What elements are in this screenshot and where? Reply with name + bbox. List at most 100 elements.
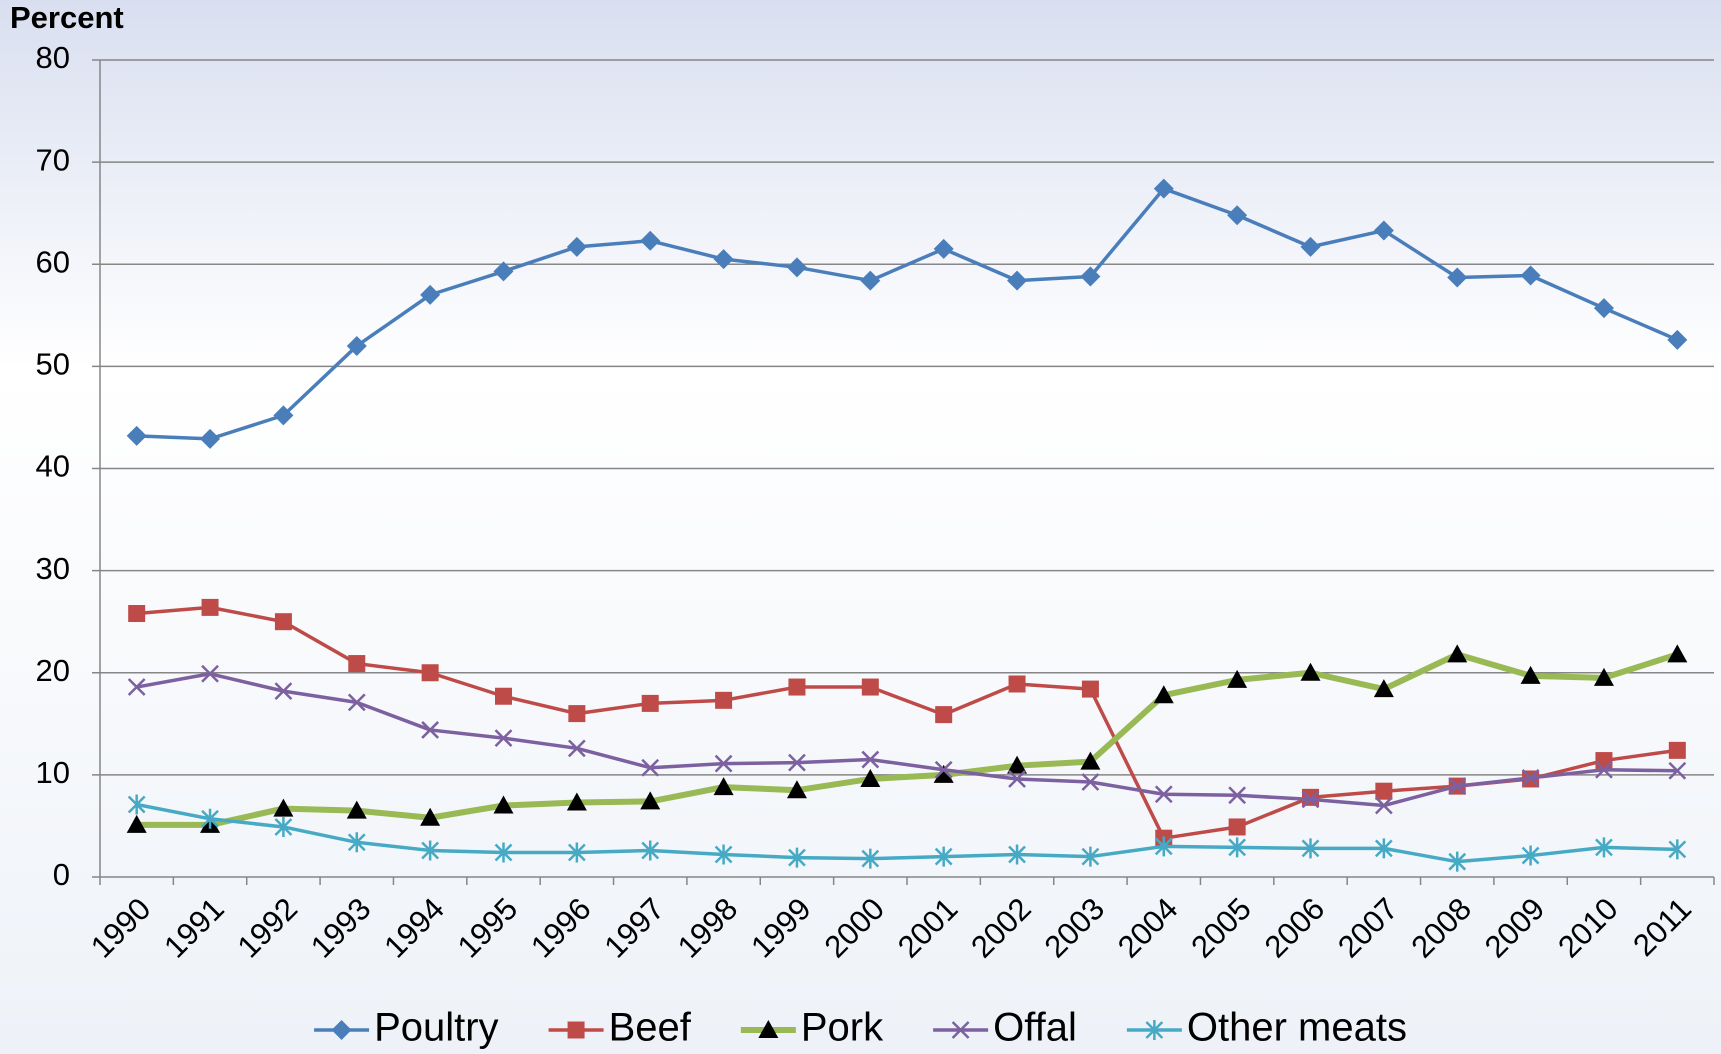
data-point [494,729,513,747]
y-tick-label: 40 [36,449,70,484]
data-point [786,257,807,278]
data-point [1007,270,1028,291]
data-point [1227,205,1248,226]
data-point [273,798,294,817]
data-point [568,705,586,723]
data-point [274,613,292,631]
data-point [1300,662,1321,681]
data-point [347,832,366,853]
data-point [421,664,439,682]
data-point [1008,844,1026,865]
data-point [1593,298,1614,319]
data-point [1007,755,1028,774]
series-line [136,605,1678,840]
data-point [1667,644,1688,663]
data-point [126,425,147,446]
y-tick-label: 10 [36,755,70,790]
legend-label: Beef [609,1006,692,1050]
data-point [1668,741,1686,759]
legend-label: Offal [993,1006,1077,1050]
data-point [714,844,733,865]
data-point [860,768,881,787]
data-point [201,808,219,829]
data-point [1447,644,1468,663]
data-point [1667,329,1688,350]
data-point [495,687,512,705]
y-tick-label: 0 [53,857,70,892]
y-tick-label: 80 [36,40,70,75]
data-point [1373,220,1394,241]
data-point [1447,267,1468,288]
data-point [1154,785,1173,804]
legend-marker [1145,1020,1164,1040]
data-point [273,405,294,426]
data-point [1302,788,1319,806]
data-point [348,655,366,673]
y-tick-label: 20 [36,653,70,688]
data-point [201,664,219,683]
data-point [201,598,219,616]
legend-label: Other meats [1187,1006,1407,1050]
data-point [1228,837,1247,858]
data-point [715,691,733,709]
legend-marker [331,1020,352,1040]
data-point [1081,680,1099,698]
data-point [346,800,367,819]
data-point [566,236,587,257]
data-point [1080,751,1101,770]
data-point [1227,669,1248,688]
data-point [274,682,293,701]
data-point [1300,236,1321,257]
data-point [933,764,954,783]
data-point [1008,675,1026,693]
data-point [1595,837,1613,858]
data-point [1374,838,1393,859]
data-point [1593,667,1614,686]
data-point [1595,760,1613,779]
data-point [346,335,367,356]
data-point [861,678,879,696]
data-point [934,846,953,867]
data-point [641,758,660,777]
data-point [200,428,221,449]
data-point [1153,685,1174,704]
data-point [1228,818,1246,836]
data-point [566,792,587,811]
data-point [127,678,146,696]
data-point [788,847,806,868]
data-point [1668,761,1687,780]
data-point [493,795,514,814]
data-point [493,261,514,282]
data-point [641,694,659,712]
data-point [640,230,661,251]
data-point [788,753,806,772]
data-point [713,777,734,796]
data-point [127,794,146,815]
data-point [934,760,953,779]
data-point [1520,265,1541,286]
data-point [274,816,293,837]
data-point [861,750,880,769]
legend-marker [758,1020,779,1038]
data-point [786,780,807,799]
data-point [420,284,441,305]
data-point [1595,752,1613,770]
data-point [1154,836,1173,857]
data-point [1521,769,1540,787]
legend-marker [951,1021,970,1039]
data-point [1301,790,1320,809]
data-point [1228,786,1247,805]
data-point [1375,782,1393,800]
data-point [1521,845,1540,866]
data-point [641,840,660,861]
data-point [1301,838,1320,859]
data-point [567,842,586,863]
data-point [1520,665,1541,684]
data-point [640,791,661,810]
legend-label: Poultry [374,1006,499,1050]
y-tick-label: 30 [36,551,70,586]
data-point [1374,796,1393,815]
